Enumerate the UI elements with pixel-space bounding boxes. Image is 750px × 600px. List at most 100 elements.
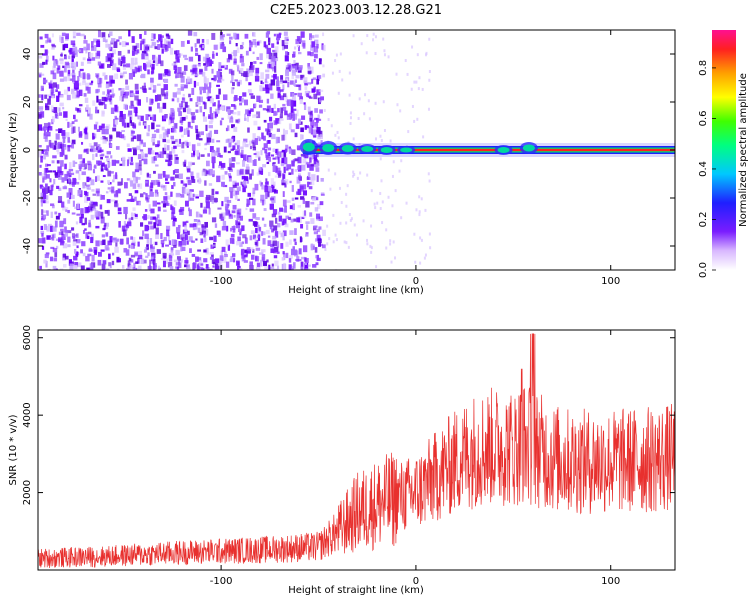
spectrogram-cell: [95, 153, 98, 157]
spectrogram-cell: [250, 230, 255, 235]
spectrogram-cell: [42, 176, 45, 183]
spectrogram-cell: [255, 151, 260, 158]
spectrogram-cell: [201, 224, 204, 228]
spectrogram-cell: [282, 106, 287, 111]
spectrogram-cell: [236, 66, 240, 72]
spectrogram-cell: [220, 216, 225, 221]
colorbar-label: Normalized spectral amplitude: [738, 73, 749, 227]
spectrogram-cell: [60, 160, 64, 167]
spectrogram-cell: [195, 211, 200, 218]
spectrogram-cell: [231, 124, 235, 129]
spectrogram-cell: [144, 64, 147, 71]
spectrogram-cell: [84, 206, 89, 214]
spectrogram-cell: [237, 111, 241, 116]
spectrogram-cell: [107, 187, 111, 190]
spectrogram-cell: [78, 131, 83, 138]
colorbar-gradient: [712, 30, 736, 270]
spectrogram-cell: [227, 109, 231, 114]
spectrogram-cell: [150, 256, 154, 260]
spectrogram-cell: [188, 209, 192, 217]
spectrogram-cell: [418, 213, 421, 217]
spectrogram-cell: [56, 95, 60, 102]
spectrogram-cell: [64, 43, 69, 49]
spectrogram-cell: [249, 65, 254, 73]
spectrogram-cell: [167, 262, 173, 268]
spectrogram-cell: [222, 184, 228, 188]
spectrogram-cell: [318, 89, 324, 92]
spectrogram-cell: [202, 86, 206, 94]
spectrogram-cell: [80, 208, 84, 215]
spectrogram-cell: [291, 149, 296, 156]
spectrogram-cell: [419, 261, 422, 265]
spectrogram-cell: [283, 262, 286, 270]
spectrogram-cell: [272, 157, 277, 160]
spectrogram-cell: [209, 106, 212, 114]
spectrogram-cell: [39, 63, 44, 68]
spectrogram-cell: [194, 194, 199, 197]
spectrogram-cell: [194, 125, 198, 130]
spectrogram-cell: [231, 226, 236, 231]
spectrogram-cell: [168, 119, 171, 126]
spectrogram-cell: [209, 236, 214, 241]
spectrogram-cell: [67, 244, 71, 248]
spectrogram-cell: [88, 247, 92, 252]
spectrogram-cell: [158, 267, 161, 270]
spectrogram-cell: [304, 153, 309, 159]
spectrogram-cell: [208, 82, 212, 88]
spectrogram-cell: [363, 112, 366, 116]
spectrogram-cell: [249, 61, 253, 69]
spectrogram-cell: [38, 145, 42, 148]
spectrogram-cell: [204, 169, 208, 177]
spectrogram-cell: [216, 147, 220, 153]
spectrogram-cell: [252, 38, 257, 46]
spectrogram-cell: [349, 111, 352, 115]
spectrogram-cell: [147, 114, 151, 117]
spectrogram-cell: [38, 172, 42, 176]
spectrogram-cell: [158, 54, 161, 61]
spectrogram-cell: [184, 57, 189, 61]
spectrogram-cell: [171, 253, 174, 256]
spectrogram-cell: [252, 192, 255, 197]
spectrogram-cell: [141, 39, 145, 42]
spectrogram-cell: [231, 163, 235, 168]
spectrogram-cell: [121, 56, 126, 64]
spectrogram-cell: [87, 107, 91, 114]
spectrogram-cell: [104, 222, 110, 227]
spectrogram-cell: [267, 235, 271, 238]
spectrogram-cell: [46, 126, 49, 133]
spectrogram-cell: [372, 38, 375, 42]
snr-ytick-label: 4000: [22, 402, 33, 427]
spectrogram-cell: [231, 210, 236, 214]
spectrogram-cell: [61, 201, 65, 208]
spectrogram-cell: [222, 220, 227, 228]
spectrogram-cell: [147, 252, 150, 257]
spectrogram-cell: [294, 197, 299, 200]
spectrogram-xtick-label: 100: [601, 276, 620, 287]
spectrogram-cell: [171, 63, 174, 66]
spectrogram-ytick-label: -40: [22, 238, 33, 254]
spectrogram-cell: [200, 154, 205, 157]
spectrogram-cell: [223, 146, 227, 153]
spectrogram-cell: [176, 256, 181, 261]
spectrogram-cell: [289, 180, 292, 184]
spectrogram-cell: [125, 212, 128, 220]
spectrogram-cell: [69, 263, 74, 270]
spectrogram-cell: [177, 66, 182, 74]
spectrogram-cell: [251, 139, 256, 143]
spectrogram-cell: [322, 32, 325, 37]
spectrogram-cell: [241, 175, 246, 180]
spectrogram-cell: [345, 221, 348, 225]
spectrogram-cell: [195, 109, 199, 113]
spectrogram-cell: [317, 114, 320, 121]
spectrogram-cell: [261, 200, 265, 206]
spectrogram-cell: [116, 131, 120, 138]
spectrogram-cell: [230, 110, 234, 114]
spectrogram-cell: [340, 201, 343, 205]
spectrogram-cell: [135, 162, 140, 170]
spectrogram-cell: [58, 112, 63, 116]
spectrogram-cell: [271, 213, 277, 218]
spectrogram-cell: [57, 200, 63, 203]
spectrogram-cell: [358, 142, 361, 146]
spectrogram-cell: [312, 226, 317, 231]
spectrogram-cell: [40, 196, 46, 203]
